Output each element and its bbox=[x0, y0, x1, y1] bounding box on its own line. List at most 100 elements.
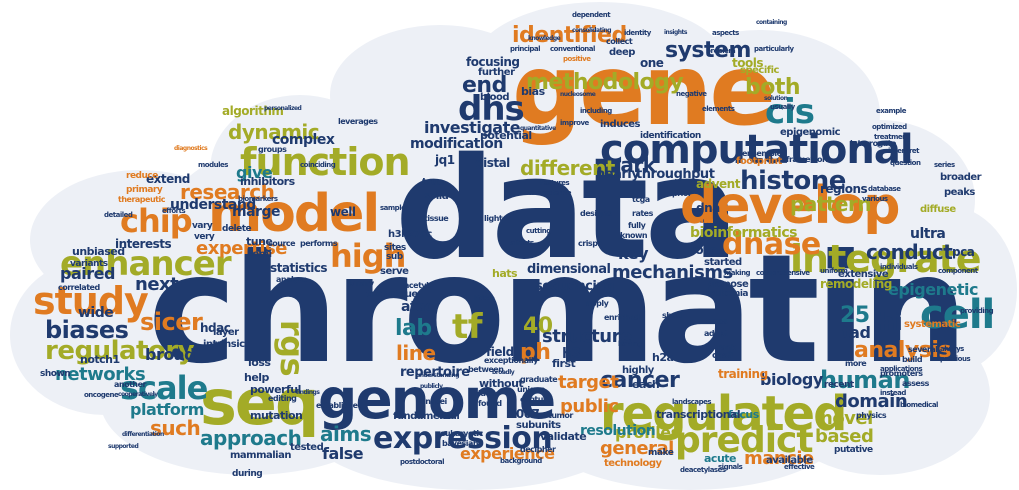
word-features: features bbox=[540, 179, 570, 187]
word-graduate: graduate bbox=[520, 375, 558, 384]
word-induces: induces bbox=[600, 119, 641, 130]
word-extend: extend bbox=[146, 172, 190, 186]
word-promoters: promoters bbox=[880, 369, 923, 378]
word-more: more bbox=[845, 359, 867, 368]
word-decipher: decipher bbox=[520, 445, 556, 454]
word-advent: advent bbox=[696, 177, 740, 191]
word-example: example bbox=[876, 107, 906, 115]
word-principal: principal bbox=[510, 45, 541, 53]
word-conduct: conduct bbox=[866, 240, 953, 264]
word-rose: rose bbox=[690, 243, 718, 257]
word-vary: vary bbox=[192, 221, 213, 231]
word-extensive: extensive bbox=[838, 269, 889, 280]
word-mammalian: mammalian bbox=[230, 450, 291, 461]
word-computational: computational bbox=[600, 127, 914, 173]
word-scale: scale bbox=[120, 369, 208, 407]
word-genome: genome bbox=[318, 367, 556, 431]
word-validate: validate bbox=[540, 430, 587, 443]
word-cooperatively: cooperatively bbox=[118, 391, 158, 398]
word-peaks: peaks bbox=[944, 187, 975, 198]
word-delete: delete bbox=[222, 224, 252, 234]
word-layer: layer bbox=[213, 327, 239, 338]
word-data: data bbox=[395, 128, 739, 291]
word-started: started bbox=[704, 257, 742, 268]
word-tcga: tcga bbox=[632, 195, 650, 204]
word-enhancer: enhancer bbox=[60, 244, 232, 284]
word-knowledge: knowledge bbox=[528, 35, 561, 42]
word-networks: networks bbox=[55, 364, 146, 385]
word-dependent: dependent bbox=[572, 11, 611, 19]
word-hidden: hidden bbox=[474, 295, 495, 302]
word-propose: propose bbox=[706, 279, 749, 290]
word-oncogene: oncogene bbox=[84, 391, 119, 399]
word-differentiation: differentiation bbox=[122, 431, 164, 438]
word-footprint: footprint bbox=[736, 156, 782, 167]
word-repertoire: repertoire bbox=[400, 365, 470, 380]
word-lab: lab bbox=[395, 316, 432, 341]
word-semi: semi bbox=[247, 249, 272, 260]
word-false: false bbox=[322, 444, 364, 463]
word-remodeling: remodeling bbox=[820, 277, 892, 291]
word-broad: broad bbox=[145, 345, 196, 364]
word-mark: mark bbox=[600, 153, 656, 177]
word-regulatory: regulatory bbox=[45, 336, 195, 366]
word-analyze: analyze bbox=[276, 275, 308, 284]
word-usually: usually bbox=[770, 103, 795, 111]
word-exceptionally: exceptionally bbox=[484, 356, 538, 365]
word-established: established bbox=[316, 401, 363, 410]
word-build: build bbox=[902, 355, 923, 364]
word-understanding: understanding bbox=[416, 372, 460, 379]
word-sequencing: sequencing bbox=[535, 279, 614, 294]
word-rank: rank bbox=[717, 343, 736, 352]
word-groups: groups bbox=[258, 145, 287, 154]
word-aspects: aspects bbox=[712, 29, 739, 37]
word-recent: recent bbox=[824, 380, 854, 390]
word-different: different bbox=[520, 156, 615, 180]
word-reduce: reduce bbox=[126, 171, 158, 181]
word-epigenomic: epigenomic bbox=[780, 127, 841, 138]
word-biomedical: biomedical bbox=[900, 401, 938, 409]
word-aims: aims bbox=[320, 422, 372, 446]
word-distal: distal bbox=[475, 156, 510, 170]
word-leukemia: leukemia bbox=[706, 289, 748, 299]
word-hats: hats bbox=[492, 267, 518, 280]
word-study: study bbox=[33, 279, 149, 323]
word-database: database bbox=[868, 185, 901, 193]
word-domain: domain bbox=[835, 391, 908, 412]
word-several: several bbox=[908, 345, 938, 354]
word-tools: tools bbox=[732, 56, 763, 70]
word-without: without bbox=[479, 377, 524, 390]
word-assess: assess bbox=[902, 379, 929, 388]
word-uniform: uniform bbox=[820, 267, 848, 275]
word-shed: shed bbox=[662, 311, 682, 320]
word-findings: findings bbox=[296, 389, 320, 396]
word-predict: predict bbox=[675, 420, 814, 461]
word-samples: samples bbox=[380, 204, 410, 212]
word-light: light bbox=[484, 214, 503, 223]
word-interrogate: interrogate bbox=[850, 139, 896, 148]
word-interpret: interpret bbox=[888, 147, 920, 155]
word-transcriptional: transcriptional bbox=[656, 408, 741, 421]
word-atac: atac bbox=[401, 299, 433, 315]
word-sicer: sicer bbox=[140, 308, 203, 336]
word-identification: identification bbox=[640, 131, 701, 141]
word-editing: editing bbox=[268, 394, 297, 403]
word-mutation: mutation bbox=[250, 409, 303, 422]
word-hi: hi bbox=[878, 308, 903, 336]
word-dhs: dhs bbox=[458, 89, 525, 129]
word-throughput: throughput bbox=[636, 167, 715, 182]
word-variants: variants bbox=[70, 259, 108, 269]
word-help: help bbox=[244, 371, 269, 384]
word-regulated: regulated bbox=[600, 386, 847, 442]
word-serve: serve bbox=[380, 266, 409, 277]
word-2007: 2007 bbox=[508, 407, 540, 421]
word-identified: identified bbox=[512, 23, 627, 48]
word-further: further bbox=[478, 67, 515, 78]
word-statistics: statistics bbox=[270, 261, 328, 275]
word-biases: biases bbox=[45, 316, 129, 344]
word-known: known bbox=[620, 231, 648, 240]
word-negative: negative bbox=[676, 90, 707, 98]
word-true: true bbox=[422, 177, 444, 188]
word-profiles: profiles bbox=[615, 423, 680, 442]
